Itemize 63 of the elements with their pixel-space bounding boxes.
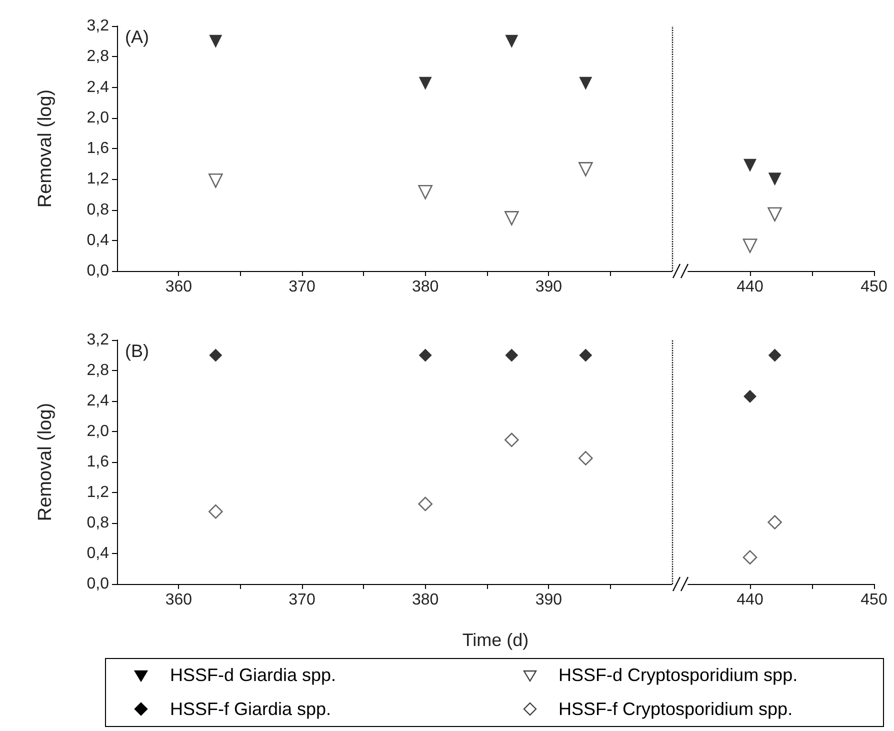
point — [505, 34, 518, 48]
point — [579, 348, 592, 362]
y-tick-label: 2,8 — [86, 362, 110, 379]
x-tick-label: 380 — [412, 592, 439, 608]
annotation: (B) — [125, 341, 149, 361]
y-tick-label: 3,2 — [86, 332, 110, 348]
y-tick-label: 2,0 — [86, 423, 110, 440]
y-tick-label: 3,2 — [86, 18, 110, 34]
y-tick-label: 2,0 — [86, 109, 110, 126]
point — [578, 162, 593, 176]
x-tick-label: 390 — [535, 278, 562, 296]
y-tick-label: 2,4 — [86, 78, 110, 96]
point — [208, 504, 223, 519]
point — [744, 390, 756, 403]
y-axis-title: Removal (log) — [35, 402, 56, 522]
point — [209, 34, 222, 48]
point — [768, 348, 782, 362]
legend-label: HSSF-f Cryptosporidium spp. — [558, 698, 793, 720]
point — [579, 76, 592, 90]
point — [209, 348, 222, 362]
y-tick-label: 2,8 — [86, 48, 110, 66]
point — [768, 207, 782, 222]
point — [504, 432, 519, 448]
point — [578, 451, 593, 466]
legend-label: HSSF-f Giardia spp. — [170, 698, 332, 720]
y-tick-label: 0,8 — [86, 514, 110, 532]
point — [418, 184, 432, 200]
y-tick-label: 0,4 — [86, 232, 110, 249]
point — [418, 496, 432, 512]
y-tick-label: 1,2 — [86, 170, 110, 188]
y-tick-label: 0,0 — [86, 262, 110, 280]
y-tick-label: 1,2 — [86, 484, 110, 501]
point — [418, 348, 432, 362]
y-tick-label: 1,6 — [86, 454, 110, 470]
y-tick-label: 0,4 — [86, 545, 110, 562]
point — [768, 172, 782, 186]
x-tick-label: 370 — [288, 278, 316, 296]
x-tick-label: 390 — [535, 592, 562, 608]
x-tick-label: 440 — [736, 278, 764, 296]
point — [742, 238, 758, 253]
x-tick-label: 450 — [860, 592, 888, 608]
legend-label: HSSF-d Cryptosporidium spp. — [558, 665, 798, 686]
y-tick-label: 2,4 — [86, 392, 110, 410]
x-tick-label: 380 — [412, 278, 439, 296]
x-tick-label: 360 — [165, 278, 192, 296]
x-tick-label: 370 — [288, 592, 316, 608]
y-axis-title: Removal (log) — [35, 89, 56, 208]
y-tick-label: 1,6 — [86, 140, 110, 157]
x-tick-label: 360 — [165, 592, 192, 608]
x-tick-label: 450 — [860, 278, 888, 296]
point — [208, 174, 223, 188]
y-tick-label: 0,0 — [86, 576, 110, 592]
point — [742, 550, 758, 564]
legend-label: HSSF-d Giardia spp. — [170, 665, 336, 686]
point — [768, 515, 782, 530]
point — [418, 76, 432, 90]
point — [744, 158, 756, 172]
x-axis-title: Time (d) — [461, 630, 530, 651]
x-tick-label: 440 — [736, 592, 764, 608]
annotation: (A) — [125, 27, 149, 47]
point — [504, 211, 519, 226]
y-tick-label: 0,8 — [86, 201, 110, 218]
point — [505, 348, 518, 362]
